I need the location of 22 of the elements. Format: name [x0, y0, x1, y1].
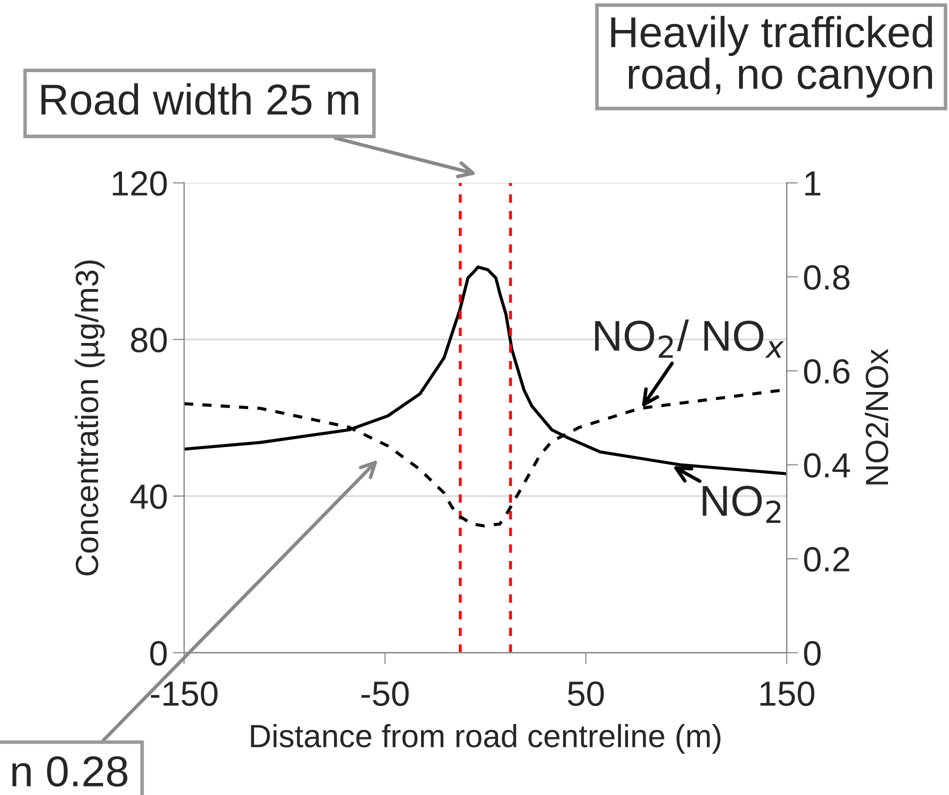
y2-tick-label: 0.8 [804, 265, 850, 290]
annotation: NO$_{2}$/ NO$_{x}$ [595, 319, 784, 358]
y-tick-label: 120 [112, 171, 167, 196]
y-tick-label: 40 [130, 484, 167, 510]
y2-tick-label: 0.4 [804, 453, 850, 478]
y2-axis-title: NO2/NOx [864, 348, 888, 484]
x-tick-label: 50 [568, 681, 604, 706]
x-tick-label: -50 [361, 681, 409, 706]
y2-tick-label: 0.6 [804, 359, 850, 384]
y-tick-label: 0 [150, 641, 167, 666]
y-tick-label: 80 [131, 328, 167, 352]
annotation: NO$_{2}$ [702, 486, 780, 523]
chart-title: Heavily trafficked road, no canyon [611, 16, 932, 98]
y-axis-title: Concentration (µg/m3) [74, 260, 105, 576]
y2-tick-label: 0.2 [804, 547, 850, 572]
x-axis-title: Distance from road centreline (m) [251, 724, 720, 754]
x-tick-label: -150 [150, 681, 218, 706]
text: Road width 25 m [41, 83, 358, 115]
y2-tick-label: 0 [804, 641, 821, 666]
y2-tick-label: 1 [805, 172, 820, 196]
text: n 0.28 [12, 756, 128, 787]
x-tick-label: 150 [760, 681, 814, 706]
